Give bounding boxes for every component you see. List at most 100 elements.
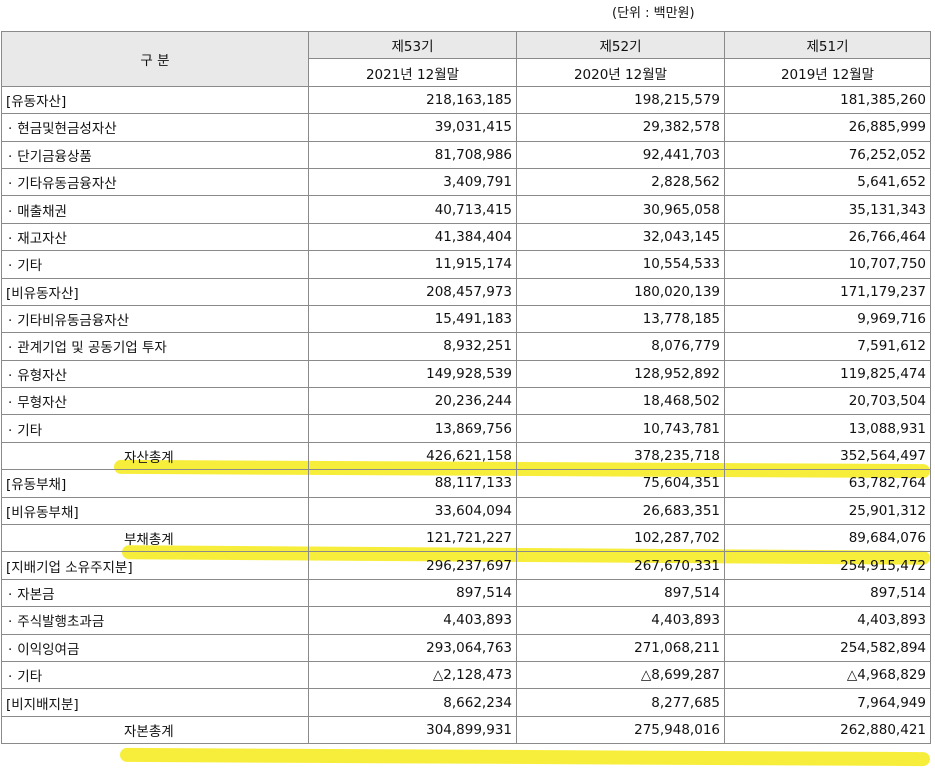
table-row: [유동부채] 88,117,133 75,604,351 63,782,764 (1, 469, 931, 498)
date-header: 2019년 12월말 (724, 58, 931, 87)
row-label: [지배기업 소유주지분] (1, 551, 309, 580)
row-label: [비유동자산] (1, 277, 309, 306)
row-label: 자산총계 (1, 441, 309, 471)
value-cell: 75,604,351 (516, 469, 725, 498)
table-row: [비지배지분] 8,662,234 8,277,685 7,964,949 (1, 688, 931, 717)
value-cell: 7,591,612 (724, 332, 931, 361)
value-cell: 13,778,185 (516, 304, 725, 334)
balance-sheet-table: 구 분 제53기 제52기 제51기 2021년 12월말 2020년 12월말… (1, 30, 931, 745)
value-cell: 171,179,237 (724, 277, 931, 306)
row-label: 관계기업 및 공동기업 투자 (1, 332, 309, 361)
value-cell: 897,514 (308, 578, 517, 608)
value-cell: 76,252,052 (724, 140, 931, 169)
row-label: 기타유동금융자산 (1, 167, 309, 197)
value-cell: 35,131,343 (724, 195, 931, 224)
date-row: 2021년 12월말 2020년 12월말 2019년 12월말 (2, 58, 931, 87)
value-cell: 119,825,474 (724, 359, 931, 389)
header-row: 구 분 제53기 제52기 제51기 (1, 30, 931, 87)
value-cell: 20,703,504 (724, 387, 931, 416)
value-cell: 304,899,931 (308, 715, 517, 745)
value-cell: 10,707,750 (724, 250, 931, 279)
period-header: 제52기 (516, 30, 725, 60)
value-cell: 121,721,227 (308, 524, 517, 553)
value-cell: 41,384,404 (308, 222, 517, 252)
value-cell: 254,915,472 (724, 551, 931, 580)
value-cell: 897,514 (724, 578, 931, 608)
value-cell: 92,441,703 (516, 140, 725, 169)
value-cell: 4,403,893 (516, 606, 725, 635)
value-cell: 181,385,260 (724, 85, 931, 115)
value-cell: 180,020,139 (516, 277, 725, 306)
value-cell: 8,277,685 (516, 688, 725, 717)
row-label: [유동자산] (1, 85, 309, 115)
table-row: [비유동부채] 33,604,094 26,683,351 25,901,312 (1, 496, 931, 526)
value-cell: 18,468,502 (516, 387, 725, 416)
table-row: 관계기업 및 공동기업 투자8,932,2518,076,7797,591,61… (1, 332, 931, 361)
value-cell: 89,684,076 (724, 524, 931, 553)
row-label: [비지배지분] (1, 688, 309, 717)
category-header: 구 분 (1, 31, 309, 87)
value-cell: 20,236,244 (308, 387, 517, 416)
value-cell: 198,215,579 (516, 85, 725, 115)
value-cell: 26,766,464 (724, 222, 931, 252)
value-cell: 4,403,893 (308, 606, 517, 635)
value-cell: 352,564,497 (724, 441, 931, 471)
value-cell: 271,068,211 (516, 633, 725, 662)
row-label: [비유동부채] (1, 496, 309, 526)
value-cell: 13,088,931 (724, 414, 931, 443)
row-label: 기타 (1, 414, 309, 443)
row-label: 기타 (1, 660, 309, 690)
value-cell: 29,382,578 (516, 113, 725, 142)
value-cell: 9,969,716 (724, 304, 931, 334)
table-row: 기타△2,128,473△8,699,287△4,968,829 (1, 660, 931, 690)
value-cell: 275,948,016 (516, 715, 725, 745)
row-label: 자본금 (1, 578, 309, 608)
value-cell: 30,965,058 (516, 195, 725, 224)
value-cell: △2,128,473 (308, 660, 517, 690)
value-cell: 8,076,779 (516, 332, 725, 361)
value-cell: △8,699,287 (516, 660, 725, 690)
row-label: 자본총계 (1, 715, 309, 745)
table-row: 부채총계 121,721,227 102,287,702 89,684,076 (1, 524, 931, 553)
row-label: 주식발행초과금 (1, 606, 309, 635)
row-label: 단기금융상품 (1, 140, 309, 169)
table-row: [유동자산] 218,163,185 198,215,579 181,385,260 (1, 85, 931, 115)
row-label: 기타 (1, 250, 309, 279)
value-cell: 293,064,763 (308, 633, 517, 662)
row-label: 유형자산 (1, 359, 309, 389)
row-label: 무형자산 (1, 387, 309, 416)
value-cell: 7,964,949 (724, 688, 931, 717)
value-cell: 262,880,421 (724, 715, 931, 745)
value-cell: 3,409,791 (308, 167, 517, 197)
value-cell: 32,043,145 (516, 222, 725, 252)
value-cell: 11,915,174 (308, 250, 517, 279)
value-cell: 5,641,652 (724, 167, 931, 197)
table-row: 자산총계 426,621,158 378,235,718 352,564,497 (1, 441, 931, 471)
value-cell: 33,604,094 (308, 496, 517, 526)
value-cell: 15,491,183 (308, 304, 517, 334)
value-cell: 40,713,415 (308, 195, 517, 224)
value-cell: 25,901,312 (724, 496, 931, 526)
value-cell: 10,743,781 (516, 414, 725, 443)
row-label: 기타비유동금융자산 (1, 304, 309, 334)
value-cell: 4,403,893 (724, 606, 931, 635)
value-cell: 2,828,562 (516, 167, 725, 197)
period-header: 제53기 (308, 30, 517, 60)
value-cell: 8,662,234 (308, 688, 517, 717)
value-cell: 378,235,718 (516, 441, 725, 471)
row-label: [유동부채] (1, 469, 309, 498)
table-row: [비유동자산] 208,457,973 180,020,139 171,179,237 (1, 277, 931, 306)
value-cell: 102,287,702 (516, 524, 725, 553)
value-cell: 88,117,133 (308, 469, 517, 498)
value-cell: 897,514 (516, 578, 725, 608)
